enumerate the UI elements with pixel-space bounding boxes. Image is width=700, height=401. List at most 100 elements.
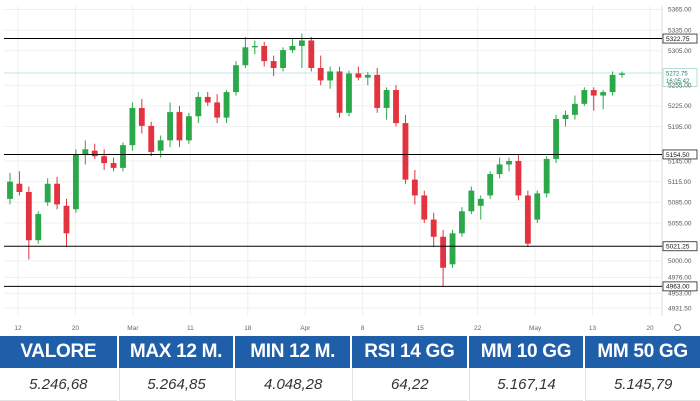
stat-value: 5.167,14 [468, 368, 584, 401]
candle-body-down [25, 192, 32, 241]
level-label: 5322.75 [666, 36, 690, 43]
y-tick-label: 5225.00 [668, 103, 692, 110]
candle-body-up [72, 154, 79, 210]
stat-column-valore: VALORE 5.246,68 [0, 336, 117, 401]
y-tick-label: 5365.00 [668, 7, 692, 14]
candle-body-down [430, 219, 437, 237]
candle-body-up [383, 90, 390, 108]
candle-body-up [459, 211, 465, 234]
candle-body-up [120, 145, 126, 168]
stats-table: VALORE 5.246,68 MAX 12 M. 5.264,85 MIN 1… [0, 336, 700, 401]
level-label: 5154.50 [666, 152, 690, 159]
candle-body-down [214, 102, 221, 118]
candle-body-down [54, 183, 60, 205]
candle-body-up [298, 40, 305, 46]
candle-body-up [44, 183, 51, 203]
candle-body-down [91, 150, 98, 157]
y-tick-label: 4931.50 [668, 305, 692, 312]
candle-body-down [421, 195, 428, 220]
candle-body-up [167, 112, 173, 141]
candle-body-down [524, 195, 531, 244]
stat-column-min-12m: MIN 12 M. 4.048,28 [233, 336, 350, 401]
candle-body-up [477, 198, 484, 206]
candle-body-up [572, 103, 578, 115]
candle-body-up [449, 233, 456, 265]
candle-body-up [581, 90, 588, 104]
y-tick-label: 4953.00 [668, 291, 692, 298]
candle-body-down [110, 163, 117, 168]
stat-header: MAX 12 M. [118, 336, 234, 368]
stat-header: MM 10 GG [468, 336, 584, 368]
candle-body-up [223, 92, 230, 118]
price-chart: 5322.75 5154.50 5021.25 4963.00 5272.75 16:05… [4, 6, 698, 332]
y-tick-label: 5000.00 [668, 258, 692, 265]
x-tick-label: 11 [187, 325, 194, 332]
y-tick-label: 4976.00 [668, 275, 692, 282]
candle-body-down [138, 107, 145, 126]
candle-body-up [35, 214, 42, 241]
candle-body-up [609, 74, 616, 93]
candle-body-down [515, 161, 522, 196]
x-tick-label: Apr [300, 325, 311, 332]
candle-body-up [195, 96, 202, 117]
stat-value: 64,22 [351, 368, 467, 401]
x-tick-label: 22 [474, 325, 482, 332]
x-tick-label: Mar [127, 325, 139, 332]
candle-body-up [251, 45, 258, 48]
candle-body-up [82, 149, 89, 155]
candle-body-up [242, 47, 249, 66]
candle-body-up [543, 158, 550, 194]
y-tick-label: 5145.00 [668, 158, 692, 165]
candle-body-up [327, 71, 334, 81]
candle-body-down [402, 123, 409, 180]
x-tick-label: 13 [589, 325, 597, 332]
y-tick-label: 5335.00 [668, 27, 692, 34]
x-tick-label: May [529, 325, 542, 332]
stat-value: 5.246,68 [0, 368, 117, 401]
candle-body-down [393, 90, 399, 124]
candle-body-down [411, 179, 418, 196]
settings-gear-icon[interactable] [674, 324, 681, 331]
candle-body-up [185, 116, 192, 141]
current-price-time: 16:05:42 [666, 79, 690, 85]
x-tick-label: 12 [14, 325, 22, 332]
candle-body-down [148, 125, 155, 153]
candle-body-up [129, 107, 136, 146]
y-tick-label: 5255.00 [668, 83, 692, 90]
stat-value: 5.145,79 [585, 368, 700, 401]
candle-body-up [553, 118, 560, 159]
level-label: 4963.00 [666, 284, 690, 291]
candle-body-down [355, 73, 362, 78]
stat-column-max-12m: MAX 12 M. 5.264,85 [116, 336, 234, 401]
stat-header: MIN 12 M. [235, 336, 350, 368]
x-tick-label: 8 [361, 325, 365, 332]
candle-body-down [261, 45, 268, 62]
y-tick-label: 5115.00 [668, 179, 691, 186]
candle-body-up [600, 92, 607, 96]
level-label-box [662, 33, 698, 44]
candle-body-down [101, 156, 108, 164]
candle-body-down [270, 61, 277, 68]
candle-body-up [280, 50, 286, 68]
candle-body-down [63, 205, 70, 234]
stat-column-rsi-14gg: RSI 14 GG 64,22 [349, 336, 467, 401]
candle-body-down [308, 40, 315, 68]
current-price-box [662, 68, 698, 87]
candle-body-up [468, 190, 475, 212]
candle-body-up [364, 74, 371, 78]
stat-header: MM 50 GG [585, 336, 700, 368]
x-tick-label: 20 [72, 325, 80, 332]
stat-column-mm-50gg: MM 50 GG 5.145,79 [583, 336, 700, 401]
candle-body-down [374, 74, 381, 108]
candle-body-up [506, 161, 512, 165]
candle-body-down [176, 112, 183, 141]
level-label-box [662, 241, 698, 252]
candle-body-up [157, 140, 164, 151]
x-tick-label: 18 [244, 325, 252, 332]
level-label: 5021.25 [666, 244, 690, 251]
stat-header: RSI 14 GG [351, 336, 467, 368]
candle-body-up [562, 114, 569, 119]
current-price-label: 5272.75 [666, 71, 688, 77]
y-tick-label: 5085.00 [668, 200, 692, 207]
candlestick-chart-svg: 5322.75 5154.50 5021.25 4963.00 5272.75 16:05… [4, 6, 698, 332]
